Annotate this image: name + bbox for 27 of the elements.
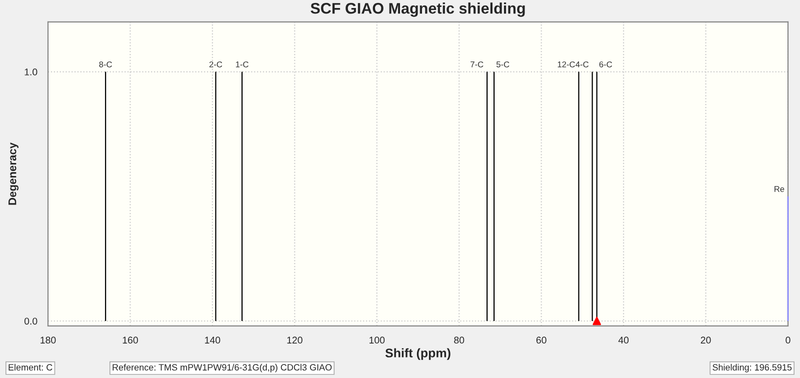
annotation: Re [774,186,784,192]
x-tick-label: 160 [122,336,138,344]
chart-title: SCF GIAO Magnetic shielding [310,2,525,17]
y-axis-title: Degeneracy [8,142,19,205]
x-tick-label: 0 [786,336,790,344]
x-tick-label: 40 [618,336,629,344]
x-tick-label: 140 [205,336,220,344]
x-axis-title: Shift (ppm) [385,348,450,360]
y-tick-label: 0.0 [24,318,38,325]
text: Shielding: 196.5915 [712,364,792,372]
x-tick-label: 20 [700,336,711,344]
x-tick-label: 60 [536,336,546,344]
x-tick-label: 100 [370,336,385,344]
x-tick-label: 80 [454,336,464,344]
annotation: 6-C [599,61,612,68]
text: Element: C [8,364,52,371]
text: Reference: TMS mPW1PW91/6-31G(d,p) CDCl3 GIAO [112,364,332,372]
annotation: 2-C [209,61,222,68]
y-tick-label: 1.0 [24,68,38,76]
x-tick-label: 120 [287,336,302,344]
annotation: 4-C [576,61,589,68]
annotation: 7-C [470,61,484,68]
annotation: 1-C [236,61,248,68]
annotation: 12-C [558,61,575,68]
x-tick-label: 180 [40,336,56,344]
annotation: 8-C [99,61,112,68]
annotation: 5-C [496,61,510,68]
